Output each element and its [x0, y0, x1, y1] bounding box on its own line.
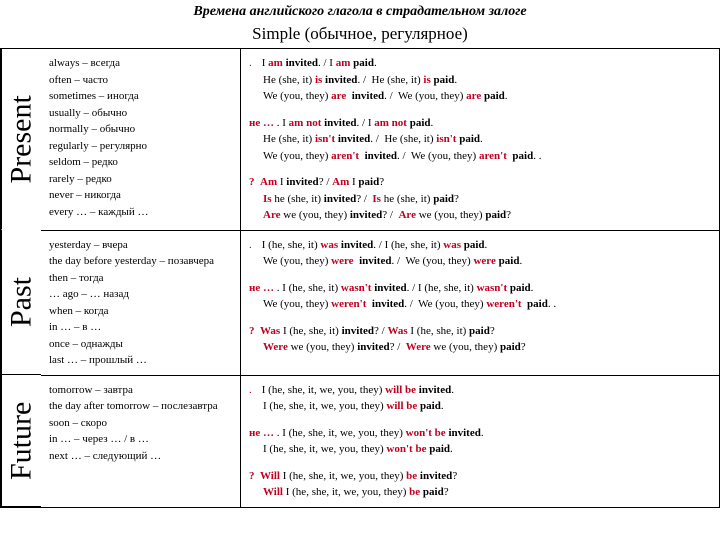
marker-item: … ago – … назад	[49, 286, 232, 303]
marker-item: then – тогда	[49, 270, 232, 287]
marker-item: next … – следующий …	[49, 448, 232, 465]
affirmative-block: . I (he, she, it, we, you, they) will be…	[249, 382, 711, 415]
markers-past: yesterday – вчера the day before yesterd…	[41, 230, 241, 375]
marker-item: the day after tomorrow – послезавтра	[49, 398, 232, 415]
examples-present: . I am invited. / I am paid. He (she, it…	[241, 49, 719, 230]
tense-grid: Present always – всегда often – часто so…	[0, 49, 720, 508]
marker-item: rarely – редко	[49, 171, 232, 188]
marker-item: once – однажды	[49, 336, 232, 353]
marker-item: in … – в …	[49, 319, 232, 336]
marker-item: tomorrow – завтра	[49, 382, 232, 399]
tense-label-future: Future	[1, 375, 41, 507]
marker-item: often – часто	[49, 72, 232, 89]
negative-block: не … . I (he, she, it, we, you, they) wo…	[249, 425, 711, 458]
marker-item: sometimes – иногда	[49, 88, 232, 105]
negative-block: не … . I (he, she, it) wasn't invited. /…	[249, 280, 711, 313]
tense-label-past: Past	[1, 230, 41, 375]
markers-present: always – всегда often – часто sometimes …	[41, 49, 241, 230]
marker-item: seldom – редко	[49, 154, 232, 171]
markers-future: tomorrow – завтра the day after tomorrow…	[41, 375, 241, 507]
marker-item: always – всегда	[49, 55, 232, 72]
marker-item: last … – прошлый …	[49, 352, 232, 369]
marker-item: usually – обычно	[49, 105, 232, 122]
examples-future: . I (he, she, it, we, you, they) will be…	[241, 375, 719, 507]
affirmative-block: . I (he, she, it) was invited. / I (he, …	[249, 237, 711, 270]
question-block: ? Will I (he, she, it, we, you, they) be…	[249, 468, 711, 501]
examples-past: . I (he, she, it) was invited. / I (he, …	[241, 230, 719, 375]
marker-item: soon – скоро	[49, 415, 232, 432]
negative-block: не … . I am not invited. / I am not paid…	[249, 115, 711, 165]
marker-item: never – никогда	[49, 187, 232, 204]
marker-item: when – когда	[49, 303, 232, 320]
marker-item: every … – каждый …	[49, 204, 232, 221]
marker-item: regularly – регулярно	[49, 138, 232, 155]
page-title: Времена английского глагола в страдатель…	[0, 0, 720, 22]
tense-label-present: Present	[1, 49, 41, 230]
affirmative-block: . I am invited. / I am paid. He (she, it…	[249, 55, 711, 105]
question-block: ? Am I invited? / Am I paid? Is he (she,…	[249, 174, 711, 224]
subtitle: Simple (обычное, регулярное)	[0, 22, 720, 49]
marker-item: yesterday – вчера	[49, 237, 232, 254]
marker-item: in … – через … / в …	[49, 431, 232, 448]
marker-item: normally – обычно	[49, 121, 232, 138]
question-block: ? Was I (he, she, it) invited? / Was I (…	[249, 323, 711, 356]
marker-item: the day before yesterday – позавчера	[49, 253, 232, 270]
